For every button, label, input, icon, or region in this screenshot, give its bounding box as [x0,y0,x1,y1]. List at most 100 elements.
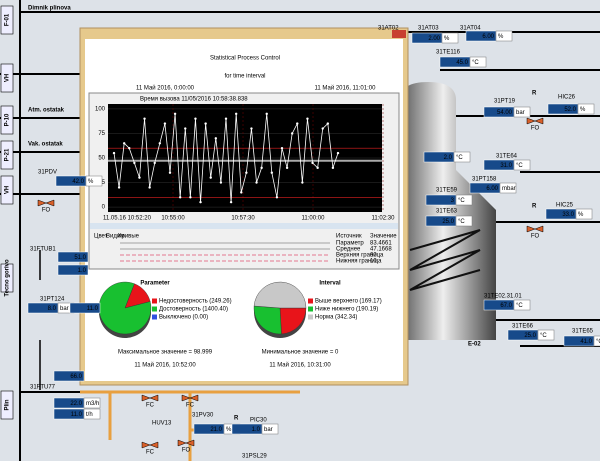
window-title: Statistical Process Control [210,56,280,62]
unit-box [513,106,531,118]
instrument-unit: mbar [502,186,516,192]
instrument-tag: 31PV30 [192,413,214,419]
instrument-value: 25.0 [442,219,454,225]
stack-label: Plin [5,399,11,410]
point [234,112,238,116]
y-tick-label: 0 [102,205,106,211]
table-value: 60 [370,253,377,259]
valve [37,199,55,207]
valve [177,439,195,447]
line-label: Atm. ostatak [28,108,65,114]
legend-value: (249.26) [209,299,231,305]
unit-box [261,423,279,435]
pie-slice [98,281,152,335]
point [122,142,126,145]
unit-box [537,329,555,341]
valve-label: FO [531,126,540,132]
point [316,166,319,170]
legend-swatch [152,314,157,320]
point [260,166,263,170]
instrument-tag: 31TE65 [572,329,594,335]
unit-box [455,215,473,227]
legend-swatch [308,306,313,312]
instrument-unit: m3/h [86,401,99,407]
mode-label: R [532,204,537,210]
valve-label: FC [186,403,195,409]
unit-box [83,397,101,409]
table-header: Источник [336,234,362,240]
valve-label: FC [146,450,155,456]
instrument-value: 54.00 [497,110,513,116]
instrument-tag: 31AT04 [460,26,481,32]
legend-swatch [308,314,313,320]
legend-value: (190.19) [356,307,378,313]
point [331,166,335,170]
legend-label: Норма [315,315,334,321]
valve [526,225,544,233]
instrument-tag: 31PDV [38,170,57,176]
unit-box [83,408,101,420]
stack-box [0,390,14,420]
legend-value: (342.34) [335,315,357,321]
table-source: Верхняя граница [336,253,384,259]
valve-label: FO [182,448,191,454]
instrument-unit: °C [458,198,465,204]
instrument-unit: % [580,107,586,113]
column [400,82,496,340]
instrument-value: 8.0 [48,306,57,312]
pie-slice [253,305,282,335]
unit-box [441,32,459,44]
stack-box [0,105,14,135]
stack-box [0,5,14,35]
line-label: Dimnik plinova [28,6,71,12]
point [148,186,151,189]
stack-box [0,175,14,205]
min-time: 11 Май 2016, 10:31:00 [269,362,331,369]
legend-value: (0.00) [193,315,209,321]
instrument-value: 22.0 [70,401,82,407]
point [306,117,309,120]
stack-label: P-10 [5,113,11,126]
legend-swatch [152,298,157,304]
point [143,117,146,120]
instrument-value: 25.0 [524,333,536,339]
instrument-tag: 31AT02 [378,26,399,32]
stack-label: P-21 [5,148,11,161]
point [138,176,141,179]
mode-label: R [234,416,239,422]
instrument-tag: HUV13 [152,421,172,427]
legend-label: Недостоверность [159,299,208,305]
point [280,146,284,150]
stack-label: VH [5,74,11,82]
max-time: 11 Май 2016, 10:52:00 [134,362,196,369]
instrument-tag: 31TE59 [436,188,458,194]
point [163,122,167,125]
unit-box [85,175,103,187]
legend-label: Выше верхнего [315,299,359,305]
valve-label: FC [146,403,155,409]
instrument-tag: 31PT124 [40,297,65,303]
point [285,166,289,170]
instrument-value: 31.0 [500,163,512,169]
instrument-value: 66.0 [70,374,82,380]
point [229,200,233,204]
point [209,176,212,179]
point [326,122,330,125]
instrument-value: 6.00 [486,186,498,192]
point [265,112,268,116]
instrument-unit: bar [264,427,273,433]
table-header: Значение [370,234,397,240]
legend-value: (169.17) [359,299,381,305]
table-header: Кривые [118,234,140,240]
valve [181,394,199,402]
stack-box [0,263,14,293]
instrument-tag: 31TE116 [436,50,461,56]
x-tick-label: 11:00:00 [302,216,326,222]
instrument-value: 67.0 [500,303,512,309]
instrument-value: 51.0 [74,255,86,261]
unit-box [455,194,473,206]
legend-swatch [152,306,157,312]
line-label: Vak. ostatak [28,142,63,148]
instrument-unit: °C [472,60,479,66]
instrument-unit: t/h [86,412,93,418]
